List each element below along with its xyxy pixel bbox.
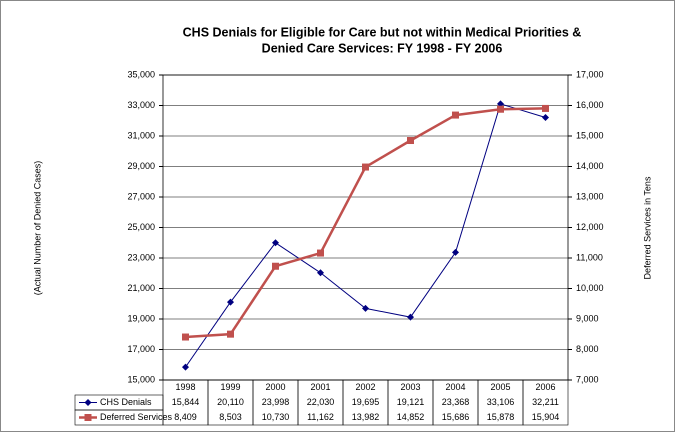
value-label: 8,409	[174, 412, 197, 422]
value-label: 11,162	[307, 412, 334, 422]
value-label: 15,878	[487, 412, 515, 422]
y2-tick-label: 10,000	[576, 283, 604, 293]
y-tick-label: 27,000	[127, 191, 155, 201]
value-label: 33,106	[487, 397, 515, 407]
y2-tick-label: 7,000	[576, 374, 599, 384]
y2-tick-label: 9,000	[576, 313, 599, 323]
marker	[272, 239, 279, 247]
table-cell	[522, 379, 569, 426]
y2-tick-label: 11,000	[576, 252, 603, 262]
x-tick-label: 2006	[535, 382, 555, 392]
x-tick-label: 2003	[400, 382, 420, 392]
marker	[317, 249, 324, 257]
y2-tick-label: 15,000	[576, 130, 604, 140]
legend-label: Deferred Services	[100, 412, 173, 422]
value-label: 32,211	[532, 397, 559, 407]
y-tick-label: 25,000	[127, 222, 155, 232]
x-tick-label: 2005	[490, 382, 510, 392]
table-cell	[74, 409, 164, 426]
x-tick-label: 2000	[265, 382, 285, 392]
marker	[452, 111, 459, 119]
y-tick-label: 15,000	[127, 374, 155, 384]
value-label: 8,503	[219, 412, 242, 422]
y-tick-label: 21,000	[127, 283, 155, 293]
y-tick-label: 35,000	[127, 69, 155, 79]
marker	[227, 330, 234, 338]
marker	[407, 137, 414, 145]
chart-title: CHS Denials for Eligible for Care but no…	[183, 25, 582, 39]
value-label: 19,121	[397, 397, 425, 407]
marker	[182, 363, 189, 371]
value-label: 10,730	[262, 412, 290, 422]
y-tick-label: 33,000	[127, 100, 155, 110]
legend-label: CHS Denials	[100, 397, 152, 407]
marker	[84, 399, 92, 406]
value-label: 23,998	[262, 397, 290, 407]
y2-tick-label: 17,000	[576, 69, 604, 79]
x-tick-label: 2001	[310, 382, 330, 392]
marker	[182, 333, 189, 341]
value-label: 23,368	[442, 397, 470, 407]
y2-tick-label: 16,000	[576, 100, 604, 110]
x-tick-label: 2004	[445, 382, 465, 392]
y-tick-label: 29,000	[127, 161, 155, 171]
marker	[362, 304, 369, 312]
marker	[452, 248, 459, 256]
y-tick-label: 23,000	[127, 252, 155, 262]
y2-tick-label: 13,000	[576, 191, 604, 201]
marker	[362, 163, 369, 171]
marker	[272, 262, 279, 270]
x-tick-label: 1999	[220, 382, 240, 392]
marker	[407, 313, 414, 321]
x-tick-label: 2002	[355, 382, 375, 392]
value-label: 19,695	[352, 397, 380, 407]
marker	[84, 414, 92, 421]
y2-tick-label: 12,000	[576, 222, 604, 232]
value-label: 20,110	[217, 397, 244, 407]
value-label: 15,686	[442, 412, 470, 422]
marker	[497, 105, 504, 113]
x-tick-label: 1998	[175, 382, 195, 392]
y-tick-label: 31,000	[127, 130, 155, 140]
y2-axis-label: Deferred Services in Tens	[642, 176, 652, 279]
value-label: 14,852	[397, 412, 425, 422]
marker	[542, 104, 549, 112]
marker	[317, 269, 324, 277]
y-tick-label: 19,000	[127, 313, 155, 323]
value-label: 15,904	[532, 412, 560, 422]
y2-tick-label: 8,000	[576, 344, 599, 354]
value-label: 13,982	[352, 412, 380, 422]
chart-title: Denied Care Services: FY 1998 - FY 2006	[262, 41, 503, 55]
value-label: 22,030	[307, 397, 335, 407]
marker	[227, 298, 234, 306]
marker	[497, 100, 504, 108]
y2-tick-label: 14,000	[576, 161, 604, 171]
y-tick-label: 17,000	[127, 344, 155, 354]
y-axis-label: (Actual Number of Denied Cases)	[32, 161, 42, 296]
marker	[542, 114, 549, 122]
value-label: 15,844	[172, 397, 200, 407]
